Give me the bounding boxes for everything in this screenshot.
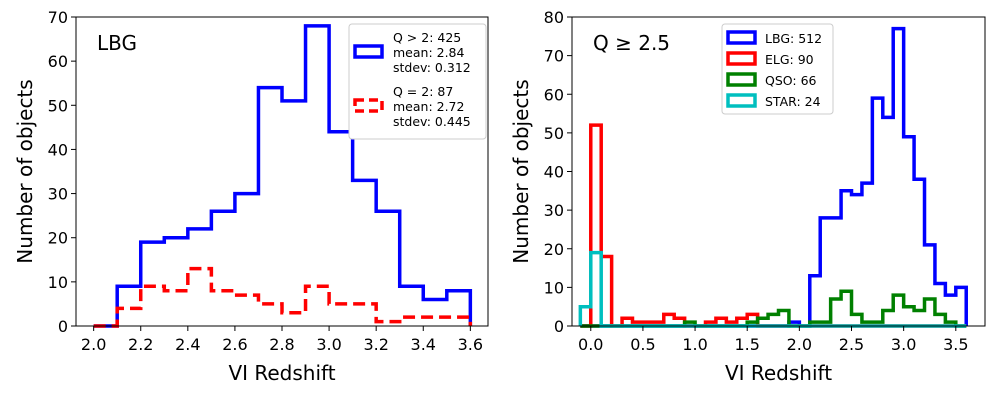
- x-tick-label: 3.0: [891, 335, 916, 354]
- panel-corner-label: Q ≥ 2.5: [593, 31, 670, 55]
- histogram-series-1: [93, 266, 473, 328]
- panel-corner-label: LBG: [97, 31, 137, 55]
- x-axis-label: VI Redshift: [725, 361, 832, 385]
- x-tick-label: 3.0: [316, 335, 341, 354]
- legend-entry-text: stdev: 0.445: [393, 114, 471, 129]
- y-tick-label: 0: [554, 317, 564, 336]
- legend-entry-text: ELG: 90: [765, 52, 814, 67]
- x-tick-label: 0.5: [630, 335, 655, 354]
- y-tick-label: 70: [48, 8, 68, 27]
- legend-entry-text: LBG: 512: [765, 31, 822, 46]
- x-tick-label: 0.0: [578, 335, 603, 354]
- legend-handle: [353, 98, 384, 113]
- y-tick-label: 30: [544, 201, 564, 220]
- x-tick-label: 2.5: [839, 335, 864, 354]
- legend-handle: [726, 30, 757, 45]
- x-tick-label: 3.2: [363, 335, 388, 354]
- x-tick-label: 2.0: [787, 335, 812, 354]
- histogram-series-1: [580, 123, 967, 328]
- y-tick-label: 10: [544, 278, 564, 297]
- legend-handle: [726, 93, 757, 108]
- legend: LBG: 512 ELG: 90 QSO: 66 STAR: 24: [721, 23, 834, 115]
- legend-entry-text: Q > 2: 425: [393, 30, 461, 45]
- y-tick-label: 60: [48, 52, 68, 71]
- x-tick-label: 2.8: [269, 335, 294, 354]
- q-ge-2-5-panel: 0.0 0.5 1.0 1.5 2.0 2.5 3.0 3.5 0 10 20 30 40 50 60 70 8…: [509, 8, 986, 385]
- y-tick-label: 50: [48, 96, 68, 115]
- legend-handle: [353, 44, 384, 59]
- legend-entry-text: stdev: 0.312: [393, 60, 471, 75]
- x-tick-label: 1.5: [734, 335, 759, 354]
- histogram-series-0: [93, 24, 473, 328]
- legend-entry-text: mean: 2.72: [393, 99, 464, 114]
- x-tick-label: 2.6: [222, 335, 247, 354]
- legend-entry-text: Q = 2: 87: [393, 84, 453, 99]
- legend-entry-text: STAR: 24: [765, 94, 821, 109]
- y-tick-label: 50: [544, 124, 564, 143]
- y-tick-label: 30: [48, 185, 68, 204]
- y-tick-label: 80: [544, 8, 564, 27]
- y-tick-label: 10: [48, 273, 68, 292]
- x-tick-label: 3.5: [943, 335, 968, 354]
- y-tick-label: 60: [544, 85, 564, 104]
- x-tick-label: 1.0: [682, 335, 707, 354]
- legend-entry-text: mean: 2.84: [393, 45, 465, 60]
- x-tick-label: 2.4: [175, 335, 200, 354]
- x-tick-label: 3.4: [411, 335, 436, 354]
- y-tick-label: 40: [544, 163, 564, 182]
- y-tick-label: 20: [544, 240, 564, 259]
- y-axis-label: Number of objects: [13, 79, 37, 263]
- lbg-panel: 2.0 2.2 2.4 2.6 2.8 3.0 3.2 3.4 3.6 0 10 20 30 40 50 60…: [13, 8, 489, 385]
- x-tick-label: 2.2: [128, 335, 153, 354]
- legend-handle: [726, 72, 757, 87]
- x-tick-label: 2.0: [81, 335, 106, 354]
- y-axis-label: Number of objects: [509, 79, 533, 263]
- legend-entry-text: QSO: 66: [765, 73, 817, 88]
- y-tick-label: 70: [544, 47, 564, 66]
- x-axis-label: VI Redshift: [228, 361, 335, 385]
- y-tick-label: 40: [48, 140, 68, 159]
- y-tick-label: 0: [58, 317, 68, 336]
- x-tick-label: 3.6: [458, 335, 483, 354]
- legend-handle: [726, 51, 757, 66]
- y-tick-label: 20: [48, 229, 68, 248]
